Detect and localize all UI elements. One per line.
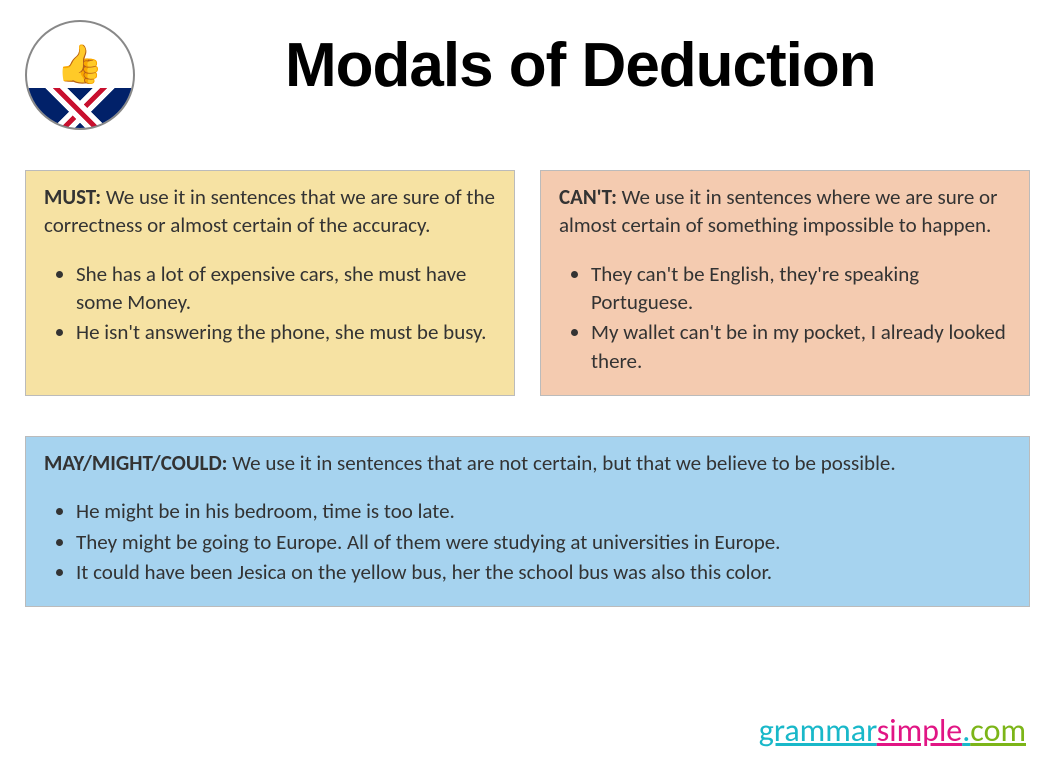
footer-com: com <box>970 711 1026 750</box>
may-examples: He might be in his bedroom, time is too … <box>44 497 1011 586</box>
must-description: MUST: We use it in sentences that we are… <box>44 183 496 240</box>
may-description: MAY/MIGHT/COULD: We use it in sentences … <box>44 449 1011 477</box>
header: 👍 Modals of Deduction <box>25 20 1031 130</box>
brand-logo: 👍 <box>25 20 135 130</box>
may-desc-text: We use it in sentences that are not cert… <box>227 450 895 476</box>
must-box: MUST: We use it in sentences that we are… <box>25 170 515 396</box>
page-title: Modals of Deduction <box>285 30 876 101</box>
must-label: MUST: <box>44 184 101 210</box>
footer-grammar: grammar <box>759 711 877 750</box>
may-label: MAY/MIGHT/COULD: <box>44 450 227 476</box>
top-boxes-row: MUST: We use it in sentences that we are… <box>25 170 1031 396</box>
list-item: She has a lot of expensive cars, she mus… <box>76 260 496 317</box>
list-item: My wallet can't be in my pocket, I alrea… <box>591 318 1011 375</box>
cant-label: CAN'T: <box>559 184 617 210</box>
list-item: He might be in his bedroom, time is too … <box>76 497 1011 525</box>
list-item: They can't be English, they're speaking … <box>591 260 1011 317</box>
thumbs-up-icon: 👍 <box>56 42 103 88</box>
cant-desc-text: We use it in sentences where we are sure… <box>559 184 997 238</box>
may-might-could-box: MAY/MIGHT/COULD: We use it in sentences … <box>25 436 1030 607</box>
list-item: It could have been Jesica on the yellow … <box>76 558 1011 586</box>
must-examples: She has a lot of expensive cars, she mus… <box>44 260 496 347</box>
cant-box: CAN'T: We use it in sentences where we a… <box>540 170 1030 396</box>
cant-description: CAN'T: We use it in sentences where we a… <box>559 183 1011 240</box>
footer-link[interactable]: grammarsimple.com <box>759 711 1026 750</box>
list-item: They might be going to Europe. All of th… <box>76 528 1011 556</box>
cant-examples: They can't be English, they're speaking … <box>559 260 1011 375</box>
list-item: He isn't answering the phone, she must b… <box>76 318 496 346</box>
uk-flag-icon <box>27 88 133 128</box>
footer-simple: simple <box>877 711 963 750</box>
must-desc-text: We use it in sentences that we are sure … <box>44 184 495 238</box>
